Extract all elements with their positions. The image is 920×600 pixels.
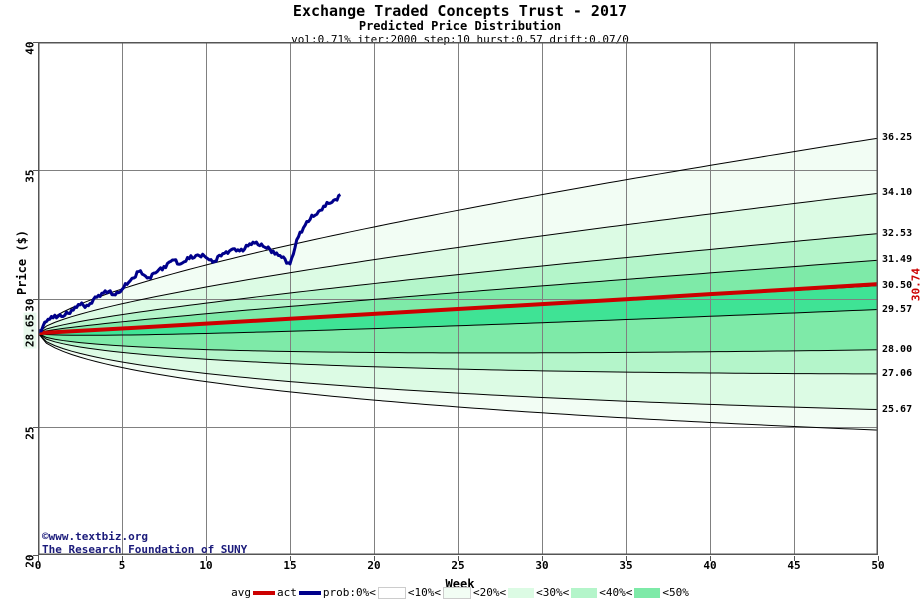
y-tick-40: 40 <box>23 41 37 55</box>
right-label-29.57: 29.57 <box>882 303 913 315</box>
y-tick-35: 35 <box>23 169 37 183</box>
right-label-36.25: 36.25 <box>882 132 913 144</box>
x-tick-5: 5 <box>118 559 126 572</box>
x-tick-mark-25 <box>458 556 459 561</box>
distribution-fan-chart <box>38 42 878 555</box>
legend-item-act: act <box>275 586 321 599</box>
grid-lines <box>38 42 878 555</box>
right-label-25.67: 25.67 <box>882 403 913 415</box>
legend-item-prob50: <50% <box>660 586 691 599</box>
x-tick-mark-50 <box>878 556 879 561</box>
x-tick-mark-0 <box>38 556 39 561</box>
x-tick-20: 20 <box>367 559 381 572</box>
legend-swatch-band-0 <box>377 586 406 599</box>
x-tick-15: 15 <box>283 559 297 572</box>
legend-label-prob10: <10%< <box>407 586 441 599</box>
x-tick-mark-40 <box>710 556 711 561</box>
average-price-line <box>38 282 878 336</box>
y-tick-mark-40 <box>33 42 39 43</box>
x-tick-0: 0 <box>34 559 42 572</box>
y-tick-mark-25 <box>33 427 39 428</box>
y-tick-mark-20 <box>33 555 39 556</box>
legend-swatch-band-40 <box>634 587 661 598</box>
legend-swatch-act <box>298 590 321 595</box>
legend-swatch-band-20 <box>508 587 535 598</box>
right-label-32.53: 32.53 <box>882 227 913 239</box>
y-tick-mark-35 <box>33 170 39 171</box>
watermark-line-1: ©www.textbiz.org <box>42 530 148 543</box>
legend-item-prob40: <40%< <box>597 586 661 599</box>
watermark-line-2: The Research Foundation of SUNY <box>42 543 248 556</box>
right-label-30.50: 30.50 <box>882 279 913 291</box>
x-tick-35: 35 <box>619 559 633 572</box>
y-tick-25: 25 <box>23 426 37 440</box>
legend-label-prob20: <20%< <box>472 586 507 599</box>
x-tick-mark-35 <box>626 556 627 561</box>
x-tick-mark-15 <box>290 556 291 561</box>
x-tick-mark-10 <box>206 556 207 561</box>
right-label-31.49: 31.49 <box>882 254 913 266</box>
chart-subtitle: Predicted Price Distribution <box>358 19 562 33</box>
legend-label-act: act <box>277 586 297 599</box>
watermark: ©www.textbiz.org The Research Foundation… <box>42 530 247 556</box>
chart-title: Exchange Traded Concepts Trust - 2017 <box>292 2 628 20</box>
x-tick-40: 40 <box>703 559 717 572</box>
x-tick-mark-45 <box>794 556 795 561</box>
legend-label-prob0: prob:0%< <box>322 586 376 599</box>
x-tick-mark-20 <box>374 556 375 561</box>
legend-label-prob50: <50% <box>662 586 689 599</box>
x-tick-50: 50 <box>871 559 885 572</box>
right-label-27.06: 27.06 <box>882 367 913 379</box>
legend-item-prob30: <30%< <box>534 586 598 599</box>
x-tick-mark-5 <box>122 556 123 561</box>
x-tick-45: 45 <box>787 559 801 572</box>
legend-item-prob0: prob:0%< <box>321 586 406 599</box>
chart-legend: avg act prob:0%< <10%< <20%< <30%< <40%< <box>0 586 920 599</box>
legend-item-prob10: <10%< <box>406 586 471 599</box>
actual-price-line <box>38 193 342 334</box>
legend-label-prob30: <30%< <box>536 586 570 599</box>
quantile-lines <box>38 137 878 431</box>
x-tick-25: 25 <box>451 559 465 572</box>
plot-area <box>38 42 878 555</box>
legend-swatch-band-30 <box>571 587 598 598</box>
x-tick-10: 10 <box>199 559 213 572</box>
plot-frame <box>38 42 878 555</box>
x-tick-mark-30 <box>542 556 543 561</box>
right-label-34.10: 34.10 <box>882 187 913 199</box>
x-tick-30: 30 <box>535 559 549 572</box>
right-label-28.00: 28.00 <box>882 343 913 355</box>
legend-item-avg: avg <box>229 586 275 599</box>
legend-swatch-avg <box>253 590 275 595</box>
legend-swatch-band-10 <box>442 586 471 599</box>
y-axis-label: Price ($) <box>15 229 29 295</box>
current-price-label: 30.74 <box>909 267 920 301</box>
y-tick-mark-30 <box>33 299 39 300</box>
start-price-label: 28.65 <box>23 312 37 349</box>
legend-label-avg: avg <box>231 586 251 599</box>
legend-label-prob40: <40%< <box>599 586 633 599</box>
legend-item-prob20: <20%< <box>471 586 535 599</box>
